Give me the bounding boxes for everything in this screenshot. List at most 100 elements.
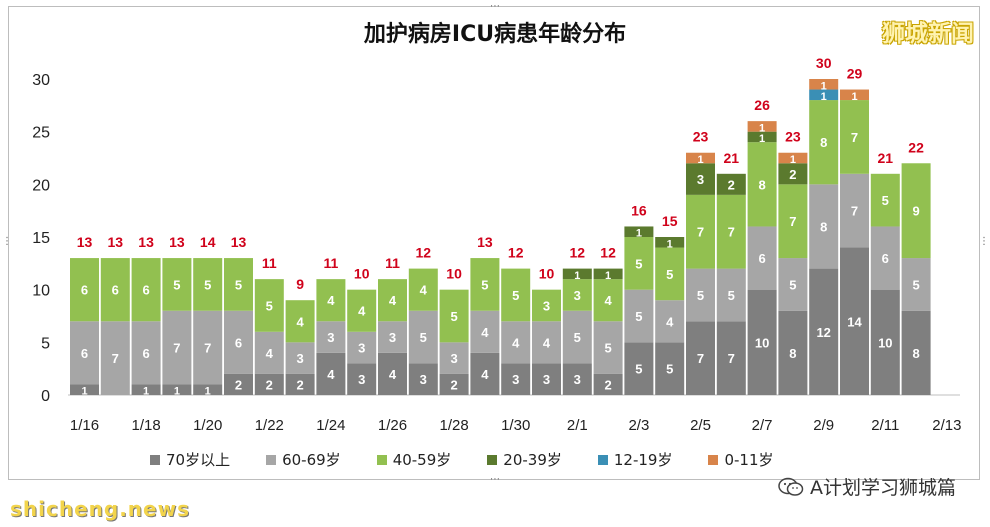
segment-value-label: 7 [112, 351, 119, 366]
bar-segment [70, 384, 99, 395]
segment-value-label: 5 [728, 288, 735, 303]
segment-value-label: 2 [296, 377, 303, 392]
bar-segment [100, 321, 130, 395]
segment-value-label: 1 [697, 154, 703, 166]
total-value-label: 16 [631, 202, 647, 218]
total-value-label: 13 [138, 234, 154, 250]
bar-segment [593, 321, 623, 374]
resize-handle-top[interactable]: ⋯ [490, 1, 500, 12]
x-tick-label: 1/16 [70, 417, 99, 434]
segment-value-label: 7 [728, 225, 735, 240]
x-tick-label: 1/26 [378, 417, 407, 434]
segment-value-label: 9 [912, 204, 919, 219]
bar-segment [70, 258, 99, 322]
bar-segment [470, 310, 500, 353]
segment-value-label: 8 [758, 177, 765, 192]
segment-value-label: 8 [789, 346, 796, 361]
segment-value-label: 1 [205, 386, 211, 398]
footer-source-label: A计划学习狮城篇 [810, 477, 956, 499]
bar-segment [193, 310, 223, 385]
bar-segment [840, 100, 869, 174]
segment-value-label: 3 [543, 298, 550, 313]
bar-segment [254, 279, 284, 332]
bar-segment [840, 247, 869, 395]
total-value-label: 15 [662, 213, 678, 229]
segment-value-label: 7 [697, 225, 704, 240]
bar-segment [285, 300, 315, 343]
segment-value-label: 5 [635, 256, 642, 271]
legend-label: 12-19岁 [613, 451, 673, 469]
segment-value-label: 3 [543, 372, 550, 387]
segment-value-label: 6 [235, 335, 242, 350]
segment-value-label: 4 [327, 293, 335, 308]
legend-item: 70岁以上 [150, 449, 230, 470]
bar-segment [655, 300, 685, 343]
total-value-label: 26 [754, 97, 770, 113]
segment-value-label: 5 [635, 309, 642, 324]
segment-value-label: 4 [481, 325, 489, 340]
segment-value-label: 3 [358, 372, 365, 387]
bar-segment [593, 279, 623, 322]
bar-segment [655, 237, 685, 248]
bar-segment [501, 363, 531, 395]
bar-segment [809, 89, 839, 101]
segment-value-label: 1 [81, 386, 87, 398]
segment-value-label: 1 [667, 238, 673, 250]
resize-handle-bottom[interactable]: ⋯ [490, 474, 500, 485]
segment-value-label: 1 [605, 270, 611, 282]
total-value-label: 11 [323, 255, 338, 271]
bar-segment [254, 373, 284, 395]
bar-segment [224, 258, 253, 311]
segment-value-label: 4 [666, 314, 674, 329]
resize-handle-left[interactable]: ⋮ [2, 236, 12, 247]
y-tick-label: 20 [32, 177, 50, 194]
segment-value-label: 1 [851, 91, 857, 103]
segment-value-label: 3 [358, 341, 365, 356]
bar-segment [593, 373, 623, 395]
legend-item: 12-19岁 [597, 449, 673, 470]
segment-value-label: 8 [820, 219, 827, 234]
bar-segment [716, 268, 746, 322]
bar-segment [532, 363, 561, 395]
bar-segment [532, 321, 561, 364]
total-value-label: 11 [262, 255, 277, 271]
bar-segment [562, 279, 592, 311]
bar-segment [224, 310, 253, 374]
segment-value-label: 7 [697, 351, 704, 366]
segment-value-label: 6 [758, 251, 765, 266]
bar-segment [716, 194, 746, 269]
bar-segment [716, 321, 746, 395]
segment-value-label: 2 [789, 167, 796, 182]
segment-value-label: 2 [728, 177, 735, 192]
segment-value-label: 2 [450, 377, 457, 392]
segment-value-label: 4 [543, 335, 551, 350]
segment-value-label: 1 [174, 386, 180, 398]
segment-value-label: 7 [851, 204, 858, 219]
x-tick-label: 2/11 [871, 417, 899, 434]
total-value-label: 29 [847, 66, 863, 82]
bar-segment [408, 310, 438, 364]
segment-value-label: 4 [358, 304, 366, 319]
legend-label: 0-11岁 [724, 451, 774, 469]
total-value-label: 13 [77, 234, 93, 250]
segment-value-label: 6 [81, 283, 88, 298]
segment-value-label: 4 [389, 293, 397, 308]
bar-segment [624, 342, 654, 395]
total-value-label: 12 [600, 245, 616, 261]
bar-segment [285, 342, 315, 374]
legend-swatch [708, 454, 719, 465]
bar-segment [562, 310, 592, 364]
segment-value-label: 4 [266, 346, 274, 361]
legend-item: 40-59岁 [376, 449, 451, 470]
bar-segment [593, 268, 623, 280]
segment-value-label: 1 [821, 80, 827, 92]
bar-segment [686, 194, 715, 269]
bar-segment [439, 342, 469, 374]
segment-value-label: 10 [878, 335, 892, 350]
bar-segment [809, 100, 839, 185]
bar-segment [562, 363, 592, 395]
resize-handle-right[interactable]: ⋮ [979, 236, 989, 247]
segment-value-label: 5 [481, 277, 488, 292]
bar-segment [470, 258, 500, 311]
